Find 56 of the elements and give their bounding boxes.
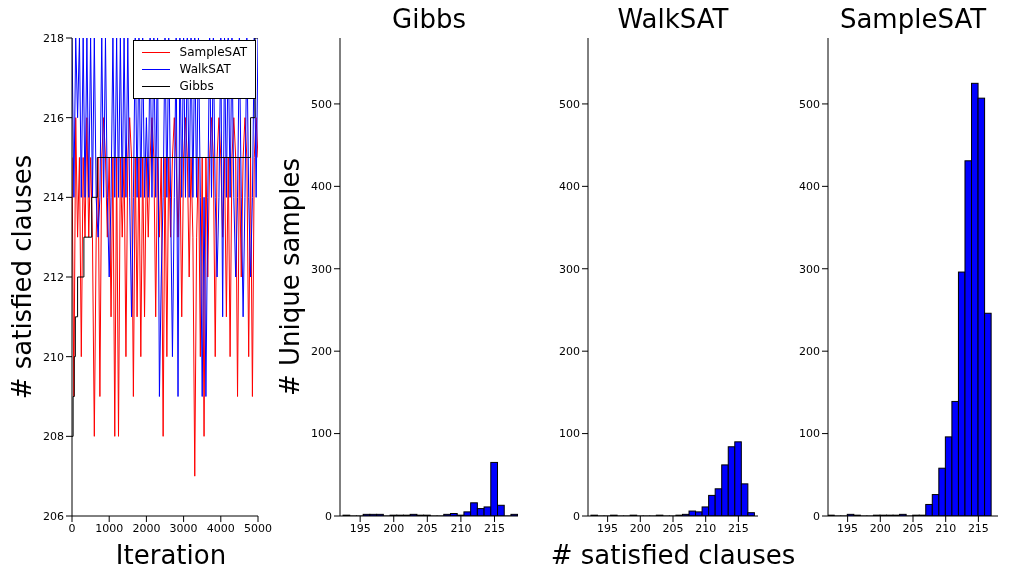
x-axis-title: Iteration [114, 540, 228, 570]
x-axis-title: # satisfied clauses [549, 540, 797, 570]
y-tick-label: 100 [559, 427, 580, 441]
legend-label: WalkSAT [179, 61, 231, 78]
x-tick-label: 5000 [244, 521, 272, 535]
x-tick-label: 2000 [132, 521, 161, 535]
y-tick-label: 206 [43, 509, 64, 523]
y-tick-label: 200 [311, 345, 332, 359]
y-tick-label: 100 [799, 427, 820, 441]
y-tick-label: 300 [799, 262, 820, 276]
y-tick-label: 100 [311, 427, 332, 441]
y-tick-label: 500 [799, 97, 820, 111]
y-tick-label: 0 [813, 509, 820, 523]
y-tick-label: 400 [799, 180, 820, 194]
x-tick-label: 205 [662, 521, 684, 535]
x-tick-label: 195 [837, 521, 859, 535]
y-tick-label: 216 [43, 111, 64, 125]
y-tick-label: 208 [43, 430, 64, 444]
x-tick-label: 200 [629, 521, 651, 535]
legend-label: Gibbs [179, 78, 214, 95]
x-tick-label: 4000 [206, 521, 235, 535]
chart-title: WalkSAT [616, 4, 730, 34]
x-tick-label: 195 [349, 521, 371, 535]
legend-label: SampleSAT [179, 44, 247, 61]
x-tick-label: 210 [935, 521, 957, 535]
y-tick-label: 200 [799, 345, 820, 359]
x-tick-label: 0 [68, 521, 76, 535]
y-tick-label: 218 [43, 31, 64, 45]
x-tick-label: 215 [483, 521, 505, 535]
y-tick-label: 500 [311, 97, 332, 111]
y-axis-title: # Unique samples [275, 157, 305, 397]
x-tick-label: 210 [695, 521, 717, 535]
chart-title: Gibbs [391, 4, 467, 34]
y-tick-label: 214 [43, 191, 64, 205]
chart-title: SampleSAT [838, 4, 988, 34]
x-tick-label: 215 [967, 521, 989, 535]
x-tick-label: 205 [902, 521, 924, 535]
x-tick-label: 3000 [169, 521, 198, 535]
x-tick-label: 195 [597, 521, 619, 535]
x-tick-label: 200 [383, 521, 405, 535]
y-axis-title: # satisfied clauses [7, 154, 37, 400]
x-tick-label: 205 [416, 521, 438, 535]
y-tick-label: 400 [559, 180, 580, 194]
y-tick-label: 500 [559, 97, 580, 111]
x-tick-label: 215 [727, 521, 749, 535]
y-tick-label: 0 [573, 509, 580, 523]
x-tick-label: 200 [869, 521, 891, 535]
y-tick-label: 210 [43, 350, 64, 364]
y-tick-label: 212 [43, 270, 64, 284]
y-tick-label: 400 [311, 180, 332, 194]
y-tick-label: 200 [559, 345, 580, 359]
x-tick-label: 210 [450, 521, 472, 535]
y-tick-label: 300 [559, 262, 580, 276]
x-tick-label: 1000 [95, 521, 124, 535]
y-tick-label: 0 [325, 509, 332, 523]
y-tick-label: 300 [311, 262, 332, 276]
